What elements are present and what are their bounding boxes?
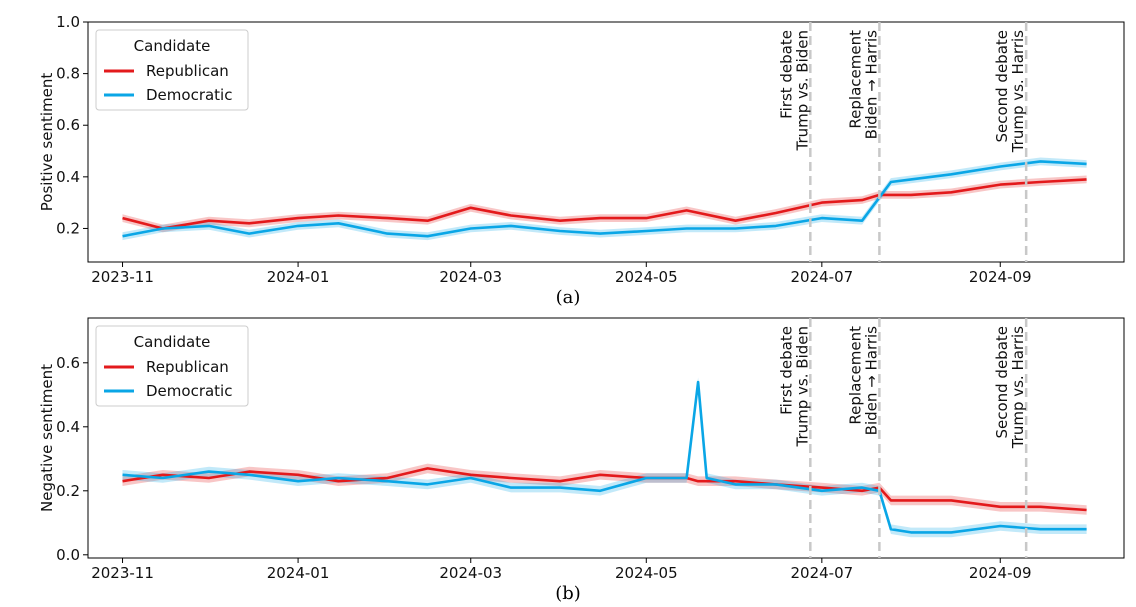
x-tick-label: 2024-01 [267, 564, 330, 582]
x-tick-label: 2023-11 [91, 268, 154, 286]
event-label-line1: Second debate [993, 326, 1011, 439]
x-tick-label: 2024-07 [790, 268, 853, 286]
legend-box [95, 29, 249, 111]
x-tick-label: 2024-09 [969, 564, 1032, 582]
x-axis-ticks: 2023-11 2024-01 2024-03 2024-05 2024-07 2024-… [91, 262, 1032, 286]
series-lines [122, 160, 1087, 238]
panel-caption: (b) [555, 583, 581, 604]
confidence-band-democratic [122, 157, 1087, 241]
y-axis-label: Positive sentiment [38, 73, 56, 212]
confidence-band-republican [122, 463, 1087, 515]
y-tick-label: 0.6 [56, 354, 80, 372]
y-tick-label: 0.2 [56, 482, 80, 500]
series-line-democratic [122, 380, 1087, 534]
event-label-line1: Replacement [846, 30, 864, 129]
x-axis-ticks: 2023-11 2024-01 2024-03 2024-05 2024-07 2024-… [91, 558, 1032, 582]
plot-frame [87, 21, 1125, 263]
y-tick-label: 0.6 [56, 116, 80, 134]
legend-label-democratic: Democratic [146, 382, 232, 400]
y-axis-label: Negative sentiment [38, 364, 56, 512]
x-tick-label: 2024-09 [969, 268, 1032, 286]
event-label-line1: Replacement [846, 326, 864, 425]
legend: Candidate Republican Democratic [95, 325, 249, 407]
event-label-line2: Trump vs. Biden [793, 326, 811, 447]
y-tick-label: 1.0 [56, 13, 80, 31]
y-tick-label: 0.8 [56, 65, 80, 83]
legend: Candidate Republican Democratic [95, 29, 249, 111]
event-label-line2: Biden → Harris [862, 326, 880, 436]
x-tick-label: 2024-01 [267, 268, 330, 286]
series-line-democratic [122, 160, 1087, 238]
confidence-bands [122, 377, 1087, 538]
event-label-line2: Trump vs. Harris [1009, 326, 1027, 449]
confidence-bands [122, 157, 1087, 241]
x-tick-label: 2024-03 [439, 564, 502, 582]
event-label-line2: Trump vs. Harris [1009, 30, 1027, 153]
y-axis-ticks: 0.2 0.4 0.6 0.8 1.0 [56, 13, 88, 237]
x-tick-label: 2023-11 [91, 564, 154, 582]
y-tick-label: 0.4 [56, 418, 80, 436]
x-tick-label: 2024-07 [790, 564, 853, 582]
y-tick-label: 0.2 [56, 219, 80, 237]
legend-box [95, 325, 249, 407]
series-lines [122, 380, 1087, 534]
legend-title: Candidate [134, 333, 211, 351]
confidence-band-republican [122, 175, 1087, 233]
y-axis-ticks: 0.0 0.2 0.4 0.6 [56, 354, 88, 564]
event-label-line1: First debate [777, 326, 795, 415]
y-tick-label: 0.4 [56, 168, 80, 186]
legend-title: Candidate [134, 37, 211, 55]
series-line-republican [122, 178, 1087, 230]
legend-label-democratic: Democratic [146, 86, 232, 104]
legend-label-republican: Republican [146, 358, 229, 376]
panel-caption: (a) [556, 287, 581, 308]
confidence-band-democratic [122, 377, 1087, 538]
legend-label-republican: Republican [146, 62, 229, 80]
event-label-line2: Biden → Harris [862, 30, 880, 140]
y-tick-label: 0.0 [56, 546, 80, 564]
x-tick-label: 2024-05 [615, 268, 678, 286]
plot-frame [87, 317, 1125, 559]
event-label-line1: Second debate [993, 30, 1011, 143]
event-label-line1: First debate [777, 30, 795, 119]
x-tick-label: 2024-05 [615, 564, 678, 582]
event-label-line2: Trump vs. Biden [793, 30, 811, 151]
x-tick-label: 2024-03 [439, 268, 502, 286]
